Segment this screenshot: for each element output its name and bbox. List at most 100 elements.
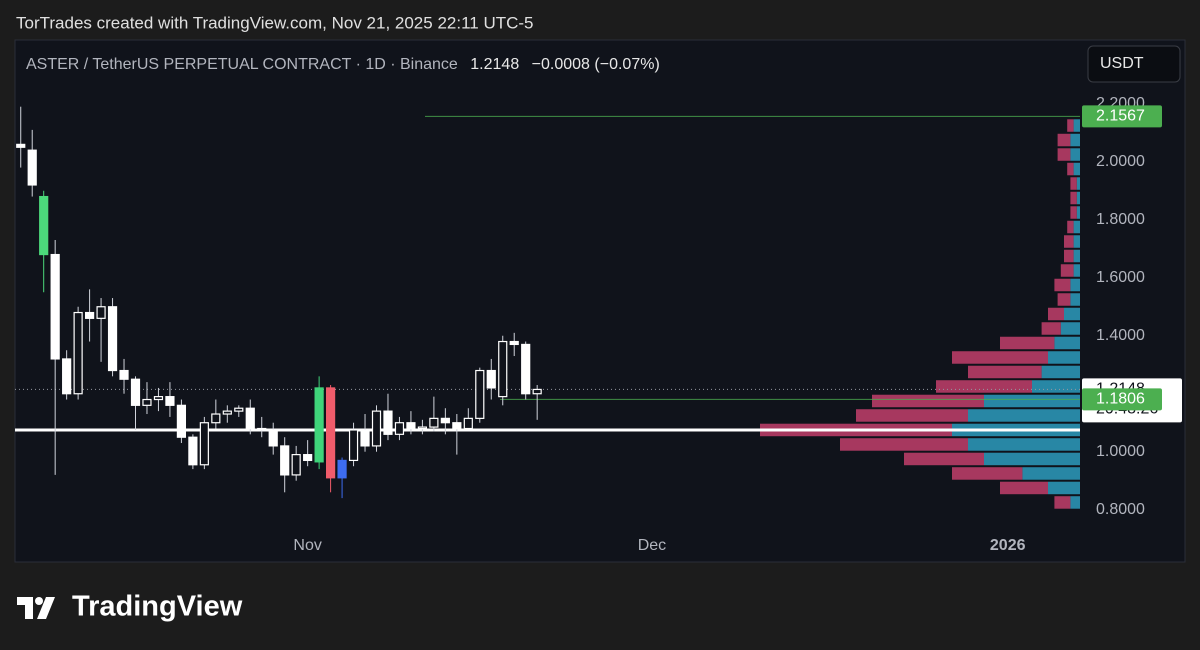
profile-up [1073, 162, 1080, 176]
profile-up [968, 438, 1080, 451]
candle-body [406, 422, 416, 430]
candle-body [96, 306, 106, 319]
profile-up [1041, 365, 1080, 379]
y-tick-label: 0.8000 [1096, 501, 1145, 518]
candle-body [107, 306, 118, 372]
candle-body [199, 422, 209, 466]
profile-down [1070, 191, 1077, 205]
candle-body [234, 407, 244, 412]
candle-body [153, 396, 164, 401]
candle-body [176, 404, 187, 438]
logo-dot [35, 597, 43, 605]
profile-up [1070, 148, 1080, 161]
x-tick-label: Dec [638, 537, 666, 554]
symbol-line: ASTER / TetherUS PERPETUAL CONTRACT · 1D… [26, 56, 660, 73]
profile-down [936, 380, 1032, 393]
candle-body [84, 311, 95, 319]
logo: TradingView [17, 591, 243, 623]
candle-body [394, 422, 405, 435]
candle-body [27, 149, 37, 186]
candle-body [211, 413, 221, 424]
candle-body [50, 253, 60, 360]
x-tick-label: Nov [293, 537, 321, 554]
profile-down [1064, 235, 1074, 248]
candle-body [39, 195, 49, 256]
profile-up [1076, 191, 1080, 205]
candle-body [383, 410, 393, 435]
y-tick-label: 2.0000 [1096, 153, 1145, 170]
profile-up [1073, 119, 1080, 132]
candle-body [532, 388, 542, 395]
profile-up [1073, 264, 1080, 277]
candle-body [337, 459, 347, 479]
candle-body [521, 343, 531, 395]
profile-down [1060, 264, 1074, 277]
candle-body [417, 426, 428, 430]
profile-up [1048, 481, 1080, 495]
profile-up [1054, 336, 1080, 350]
candle-body [142, 398, 152, 406]
profile-up [1070, 133, 1080, 147]
candle-body [257, 427, 267, 431]
profile-up [1064, 307, 1080, 321]
profile-up [1076, 177, 1080, 190]
profile-down [952, 351, 1048, 364]
profile-down [872, 394, 984, 408]
candle-body [314, 387, 324, 463]
y-tick-label: 1.6000 [1096, 269, 1145, 286]
candle-body [62, 358, 72, 395]
profile-down [1070, 177, 1077, 190]
candle-body [165, 396, 175, 406]
profile-down [1064, 249, 1074, 263]
last-price: 1.2148 [470, 56, 519, 73]
candle-body [222, 410, 232, 415]
candle-body [509, 340, 519, 346]
candle-body [303, 454, 313, 462]
profile-up [968, 409, 1080, 422]
x-tick-label: 2026 [990, 537, 1026, 554]
candle-body [440, 417, 450, 424]
header: TorTrades created with TradingView.com, … [16, 13, 534, 32]
profile-up [984, 394, 1080, 408]
price-line-label: 2.1567 [1096, 108, 1145, 125]
candle-body [475, 369, 485, 419]
profile-down [840, 438, 968, 451]
candle-body [73, 311, 83, 395]
price-line-label-box [1082, 105, 1162, 128]
profile-down [1067, 162, 1074, 176]
candle-body [188, 436, 198, 466]
profile-down [1067, 119, 1074, 132]
profile-down [1000, 481, 1048, 495]
brand: TradingView [72, 591, 243, 623]
candle-body [452, 422, 462, 430]
profile-down [952, 467, 1023, 480]
candle-body [291, 454, 301, 476]
profile-down [1054, 278, 1071, 292]
logo-mark [17, 597, 33, 619]
y-tick-label: 1.8000 [1096, 211, 1145, 228]
plot: 0.80001.00001.20001.40001.60001.80002.00… [15, 95, 1182, 554]
candle-body [463, 417, 473, 430]
candle-body [348, 429, 359, 462]
profile-down [968, 365, 1042, 379]
profile-up [1048, 351, 1080, 364]
candle-body [16, 143, 26, 148]
profile-up [1073, 249, 1080, 263]
candle-body [360, 429, 370, 447]
profile-down [1070, 206, 1077, 219]
candle-body [486, 369, 496, 389]
profile-down [1067, 220, 1074, 234]
candle-body [119, 369, 129, 380]
profile-up [1076, 206, 1080, 219]
candle-body [498, 340, 508, 398]
profile-down [1057, 148, 1071, 161]
profile-down [1041, 322, 1061, 335]
candle-body [429, 417, 439, 428]
candle-body [371, 410, 382, 447]
profile-up [1073, 220, 1080, 234]
profile-up [1060, 322, 1080, 335]
currency-button[interactable] [1087, 45, 1181, 83]
logo-slash [37, 597, 55, 619]
